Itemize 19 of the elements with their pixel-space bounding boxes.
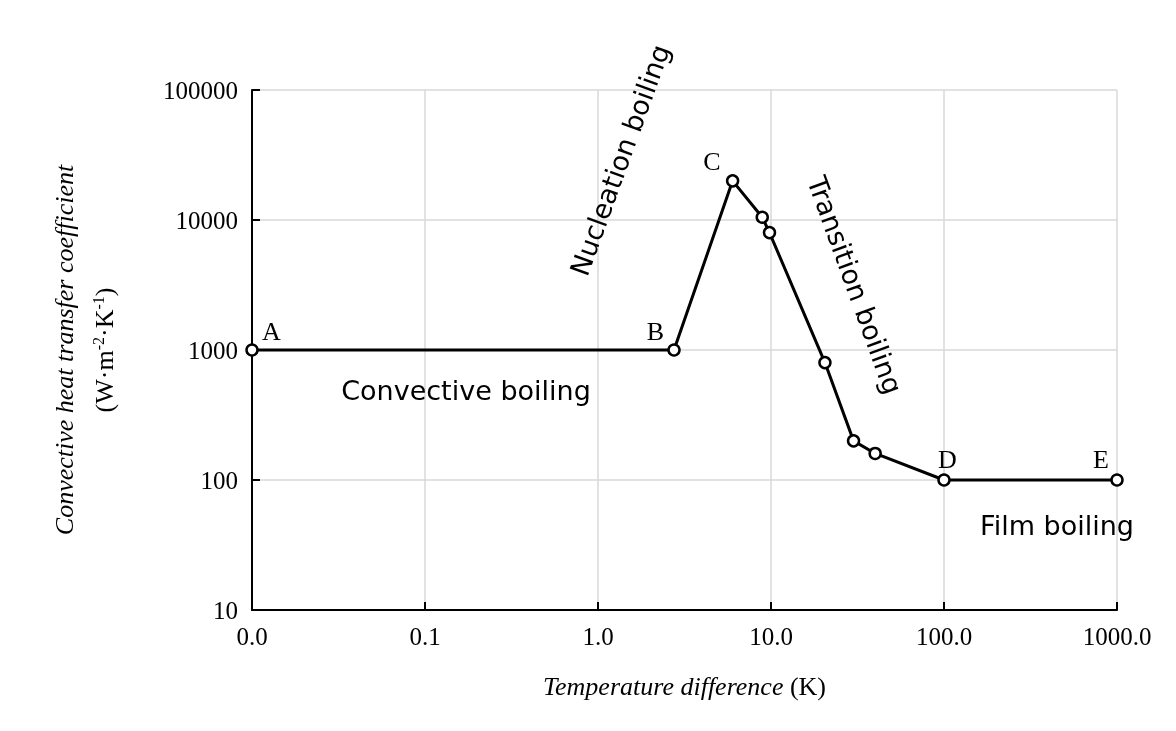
x-axis-title: Temperature difference (K) xyxy=(542,672,827,702)
annotation: A xyxy=(262,316,281,346)
x-tick-label: 1.0 xyxy=(582,623,614,650)
y-tick-label: 10 xyxy=(213,596,238,624)
x-tick-label: 1000.0 xyxy=(1082,623,1152,650)
y-tick-label: 1000 xyxy=(188,336,238,364)
y-tick-label: 100 xyxy=(200,466,238,494)
x-tick-label: 10.0 xyxy=(749,623,793,650)
x-tick-label: 0.1 xyxy=(409,623,441,650)
annotation: Convective boiling xyxy=(341,374,591,406)
annotation: B xyxy=(646,316,664,346)
y-tick-label: 100000 xyxy=(163,76,238,104)
annotation: Film boiling xyxy=(980,509,1134,541)
x-tick-label: 100.0 xyxy=(915,623,973,650)
annotation: E xyxy=(1093,444,1109,474)
x-tick-label: 0.0 xyxy=(236,623,268,650)
annotation: D xyxy=(938,444,957,474)
y-tick-label: 10000 xyxy=(175,206,238,234)
annotation: C xyxy=(703,147,721,177)
